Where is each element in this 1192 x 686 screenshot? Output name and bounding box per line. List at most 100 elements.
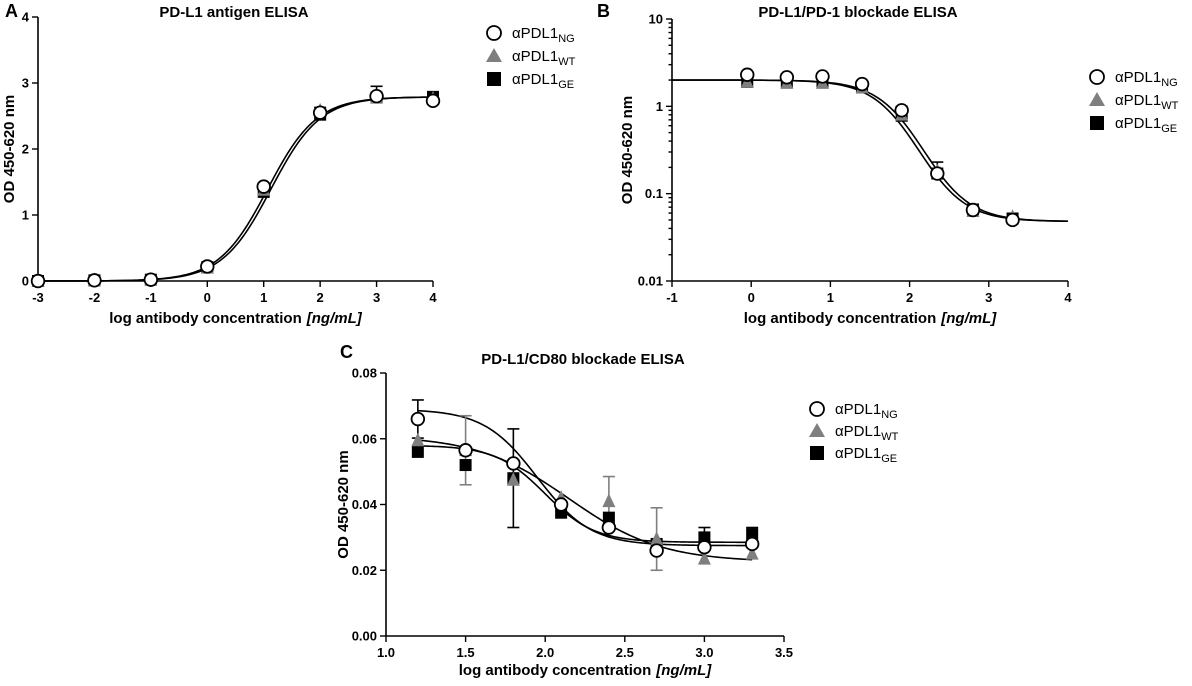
legend-name: αPDL1 (1115, 115, 1161, 132)
marker-ge-point (602, 511, 615, 524)
y-axis-title: OD 450-620 nm (619, 96, 636, 204)
x-tick-label: 3.0 (695, 645, 713, 660)
x-axis-title: log antibody concentration [ng/mL] (109, 310, 363, 327)
marker-ng-point (458, 443, 473, 458)
marker-ng-point (506, 456, 521, 471)
x-axis-title: log antibody concentration [ng/mL] (744, 310, 998, 327)
marker-ng-point (200, 259, 215, 274)
x-tick-label: 2 (906, 290, 913, 305)
marker-ng-point (87, 273, 102, 288)
x-axis-title-unit: [ng/mL] (940, 310, 997, 327)
x-tick-label: 0 (204, 290, 211, 305)
legend-entry-wt: αPDL1WT (1115, 92, 1179, 112)
panel-c: C PD-L1/CD80 blockade ELISA 1.0 1.5 2.0 2.5 3.… (335, 342, 899, 679)
x-tick-label: 0 (748, 290, 755, 305)
x-tick-label: -3 (32, 290, 44, 305)
legend-subscript: NG (881, 409, 898, 421)
panel-letter: B (597, 1, 610, 21)
marker-ng-point (30, 273, 46, 289)
legend-marker-ge (810, 446, 824, 460)
marker-ng-point (965, 202, 981, 218)
series-ng (741, 73, 1019, 220)
legend-entry-wt: αPDL1WT (512, 48, 576, 68)
marker-ng-point (410, 411, 426, 427)
chart-title: PD-L1 antigen ELISA (159, 4, 308, 21)
x-axis-title-unit: [ng/mL] (306, 310, 363, 327)
legend-subscript: GE (558, 79, 574, 91)
x-tick-label: 1.0 (377, 645, 395, 660)
panel-letter: A (5, 1, 18, 21)
y-tick-label: 0.02 (352, 563, 377, 578)
marker-ng-point (369, 88, 384, 104)
y-tick-label: 3 (22, 76, 29, 91)
marker-ng-point (697, 540, 712, 555)
legend-subscript: WT (558, 56, 575, 68)
marker-wt-point (506, 472, 520, 486)
x-tick-label: -1 (666, 290, 678, 305)
marker-ge-point (746, 528, 759, 541)
markers-wt (740, 74, 1020, 223)
marker-ng-point (256, 179, 271, 194)
legend-name: αPDL1 (512, 48, 558, 65)
legend-name: αPDL1 (835, 401, 881, 418)
legend-marker-ge (487, 72, 501, 86)
y-tick-label: 4 (22, 10, 30, 25)
markers-ge (32, 90, 439, 287)
x-tick-label: 4 (429, 290, 437, 305)
fit-curves (417, 409, 753, 561)
x-tick-label: 2.0 (536, 645, 554, 660)
legend-name: αPDL1 (835, 423, 881, 440)
fit-curves (672, 79, 1069, 223)
legend-entry-ge: αPDL1GE (835, 445, 897, 465)
x-axis-title-text: log antibody concentration (459, 662, 652, 679)
markers-ng (410, 411, 760, 558)
legend-marker-ng (809, 401, 825, 417)
legend-name: αPDL1 (1115, 69, 1161, 86)
fit-curve-1 (37, 96, 434, 282)
marker-ng-point (425, 93, 441, 109)
y-tick-label: 0.06 (352, 431, 377, 446)
x-tick-label: 3.5 (775, 645, 793, 660)
marker-ng-point (1005, 212, 1020, 228)
marker-ng-point (601, 520, 617, 535)
marker-ng-point (740, 67, 755, 82)
legend-marker-ng (486, 25, 502, 41)
y-tick-label: 0.00 (352, 629, 377, 644)
marker-ng-point (143, 272, 159, 287)
marker-wt-point (650, 531, 664, 545)
x-tick-label: 3 (985, 290, 992, 305)
x-axis-title-text: log antibody concentration (109, 310, 302, 327)
fit-curve-0 (672, 79, 1069, 223)
fit-curve-0 (38, 96, 434, 282)
y-axis-title: OD 450-620 nm (335, 450, 352, 558)
y-tick-label: 1 (22, 208, 29, 223)
x-tick-label: 3 (373, 290, 380, 305)
y-axis-title: OD 450-620 nm (1, 95, 18, 203)
chart-title: PD-L1/CD80 blockade ELISA (481, 351, 685, 368)
legend-name: αPDL1 (835, 445, 881, 462)
y-tick-label: 0.08 (352, 366, 377, 381)
fit-curve-1 (672, 79, 1069, 222)
marker-ng-point (854, 76, 870, 92)
marker-ng-point (312, 105, 328, 120)
legend-marker-wt (809, 423, 825, 437)
panel-a: A PD-L1 antigen ELISA -3 -2 -1 0 1 2 3 4 0 1 2 3 4 log … (1, 1, 576, 327)
x-tick-label: 1 (260, 290, 267, 305)
legend-marker-ng (1089, 69, 1105, 85)
legend-entry-ng: αPDL1NG (512, 25, 575, 45)
marker-wt-point (602, 493, 616, 508)
legend-subscript: WT (1161, 100, 1178, 112)
legend-entry-ge: αPDL1GE (512, 71, 574, 91)
marker-ng-point (744, 536, 760, 552)
panel-letter: C (340, 342, 353, 362)
y-tick-label: 0.1 (645, 186, 663, 201)
legend-marker-wt (1089, 92, 1105, 106)
legend-name: αPDL1 (512, 71, 558, 88)
x-axis-title-unit: [ng/mL] (655, 662, 712, 679)
legend-name: αPDL1 (512, 25, 558, 42)
y-tick-label: 0 (22, 274, 29, 289)
fit-curve-2 (417, 445, 753, 544)
